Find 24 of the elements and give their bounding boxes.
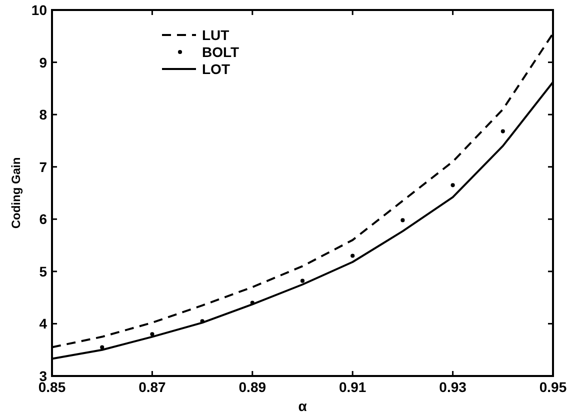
point: [500, 129, 505, 134]
x-tick-label: 0.89: [238, 379, 266, 395]
y-tick-label: 5: [39, 263, 48, 280]
x-tick-label: 0.91: [338, 379, 366, 395]
x-tick-label: 0.87: [138, 379, 166, 395]
y-tick-label: 4: [39, 316, 48, 332]
y-tick-label: 10: [31, 2, 48, 18]
point: [450, 183, 455, 188]
x-tick-label: 0.93: [439, 379, 467, 395]
point: [150, 332, 154, 336]
y-tick-label: 7: [39, 158, 48, 175]
x-axis-title: α: [298, 398, 308, 414]
point: [350, 254, 355, 258]
legend-label: LUT: [202, 27, 230, 43]
point: [100, 345, 104, 350]
y-axis-title: Coding Gain: [9, 157, 23, 229]
y-tick-label: 9: [39, 54, 48, 70]
y-tick-label: 6: [39, 211, 48, 228]
legend-label: BOLT: [202, 44, 240, 60]
point: [300, 278, 305, 283]
point: [400, 218, 405, 222]
x-tick-label: 0.95: [539, 379, 567, 395]
legend-label: LOT: [202, 61, 230, 77]
y-tick-label: 8: [39, 106, 48, 123]
